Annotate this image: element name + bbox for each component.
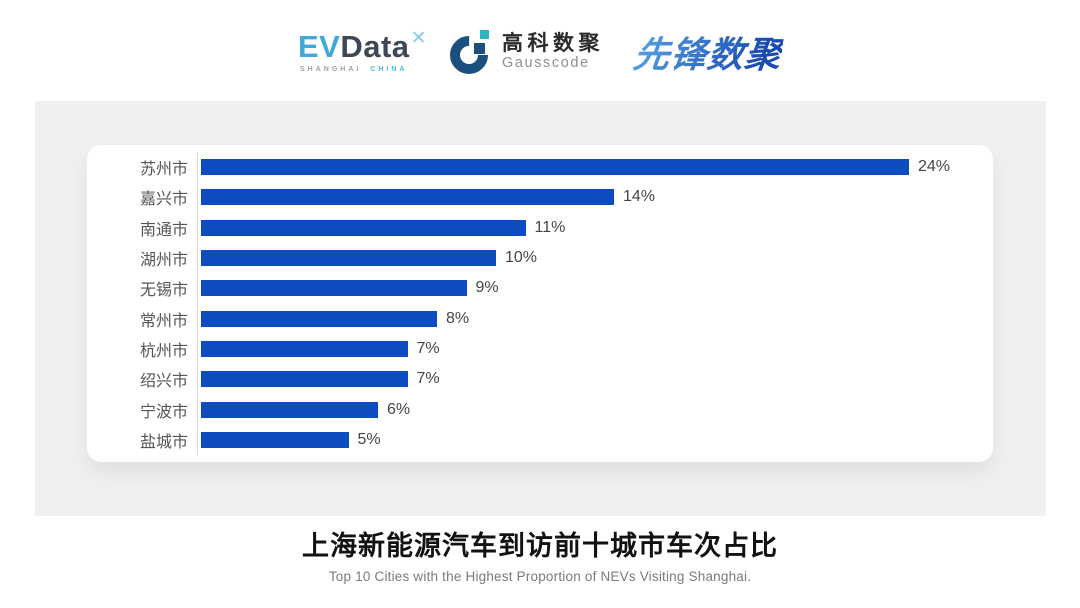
chart-panel: 苏州市 24% 嘉兴市 14% 南通市 11% 湖州市 10% 无锡市 9% 常州市 8% 杭州市 7% 绍… [35, 101, 1046, 516]
pioneer-wordmark: 先锋数聚 [631, 26, 785, 78]
category-label: 苏州市 [139, 161, 188, 179]
chart-row: 苏州市 24% [87, 152, 981, 183]
gausscode-logo: 高科数聚 Gausscode [448, 29, 604, 75]
value-label: 10% [505, 249, 538, 267]
bar [201, 340, 408, 357]
bar [201, 431, 349, 448]
category-label: 无锡市 [139, 282, 188, 300]
bar-track: 9% [197, 273, 981, 304]
bar-track: 5% [197, 424, 981, 455]
pioneer-data-logo: 先锋数聚 [631, 26, 785, 78]
bar [201, 310, 437, 327]
evdata-tagline: SHANGHAI CHINA [300, 66, 407, 73]
category-label: 嘉兴市 [139, 191, 188, 209]
evdata-data-text: Data [340, 29, 410, 64]
gausscode-wordmark: 高科数聚 Gausscode [502, 32, 604, 72]
value-label: 24% [918, 158, 951, 176]
gausscode-english-name: Gausscode [501, 55, 590, 72]
bar [201, 159, 909, 176]
value-label: 14% [623, 188, 656, 206]
bar-track: 11% [197, 212, 981, 243]
bar-track: 6% [197, 394, 981, 425]
category-label: 常州市 [139, 312, 188, 330]
value-label: 7% [416, 339, 440, 357]
chart-row: 杭州市 7% [87, 333, 981, 365]
evdata-wordmark: EVData✕ [298, 28, 427, 64]
value-label: 7% [416, 370, 440, 388]
chart-row: 绍兴市 7% [87, 364, 981, 395]
bar-track: 10% [197, 242, 981, 274]
gausscode-ring-icon [449, 30, 489, 74]
chart-row: 南通市 11% [87, 212, 981, 243]
value-label: 8% [446, 309, 470, 327]
evdata-ev-text: EV [298, 29, 341, 64]
evdata-tagline-shanghai: SHANGHAI [300, 66, 362, 73]
category-label: 盐城市 [139, 433, 188, 451]
bar-track: 7% [197, 364, 981, 395]
chart-card: 苏州市 24% 嘉兴市 14% 南通市 11% 湖州市 10% 无锡市 9% 常州市 8% 杭州市 7% 绍… [87, 145, 993, 462]
bar [201, 219, 526, 236]
bar-chart: 苏州市 24% 嘉兴市 14% 南通市 11% 湖州市 10% 无锡市 9% 常州市 8% 杭州市 7% 绍… [87, 152, 981, 455]
value-label: 11% [534, 218, 566, 236]
header-logos: EVData✕ SHANGHAI CHINA 高科数聚 Gausscode 先锋… [0, 22, 1080, 82]
chart-row: 宁波市 6% [87, 394, 981, 425]
bar [201, 371, 408, 388]
value-label: 9% [475, 279, 499, 297]
category-label: 杭州市 [139, 342, 188, 360]
bar-track: 7% [197, 333, 981, 365]
chart-row: 湖州市 10% [87, 242, 981, 274]
gausscode-chinese-name: 高科数聚 [501, 31, 604, 55]
chart-row: 常州市 8% [87, 303, 981, 334]
bar [201, 401, 378, 418]
category-label: 宁波市 [139, 403, 188, 421]
chart-row: 盐城市 5% [87, 424, 981, 455]
category-label: 绍兴市 [139, 373, 188, 391]
evdata-logo: EVData✕ SHANGHAI CHINA [298, 28, 427, 73]
value-label: 6% [387, 400, 411, 418]
chart-row: 无锡市 9% [87, 273, 981, 304]
evdata-tagline-china: CHINA [370, 66, 408, 73]
category-label: 湖州市 [139, 252, 188, 270]
bar-track: 24% [197, 152, 981, 183]
chart-row: 嘉兴市 14% [87, 182, 981, 213]
value-label: 5% [357, 430, 381, 448]
chart-subtitle: Top 10 Cities with the Highest Proportio… [328, 569, 752, 585]
bar-track: 8% [197, 303, 981, 334]
bar [201, 250, 496, 267]
bar [201, 189, 614, 206]
bar-track: 14% [197, 182, 981, 213]
category-label: 南通市 [139, 221, 188, 239]
caption-block: 上海新能源汽车到访前十城市车次占比 Top 10 Cities with the… [0, 531, 1080, 584]
chart-title: 上海新能源汽车到访前十城市车次占比 [302, 531, 778, 561]
bar [201, 280, 467, 297]
evdata-star-icon: ✕ [410, 28, 427, 49]
